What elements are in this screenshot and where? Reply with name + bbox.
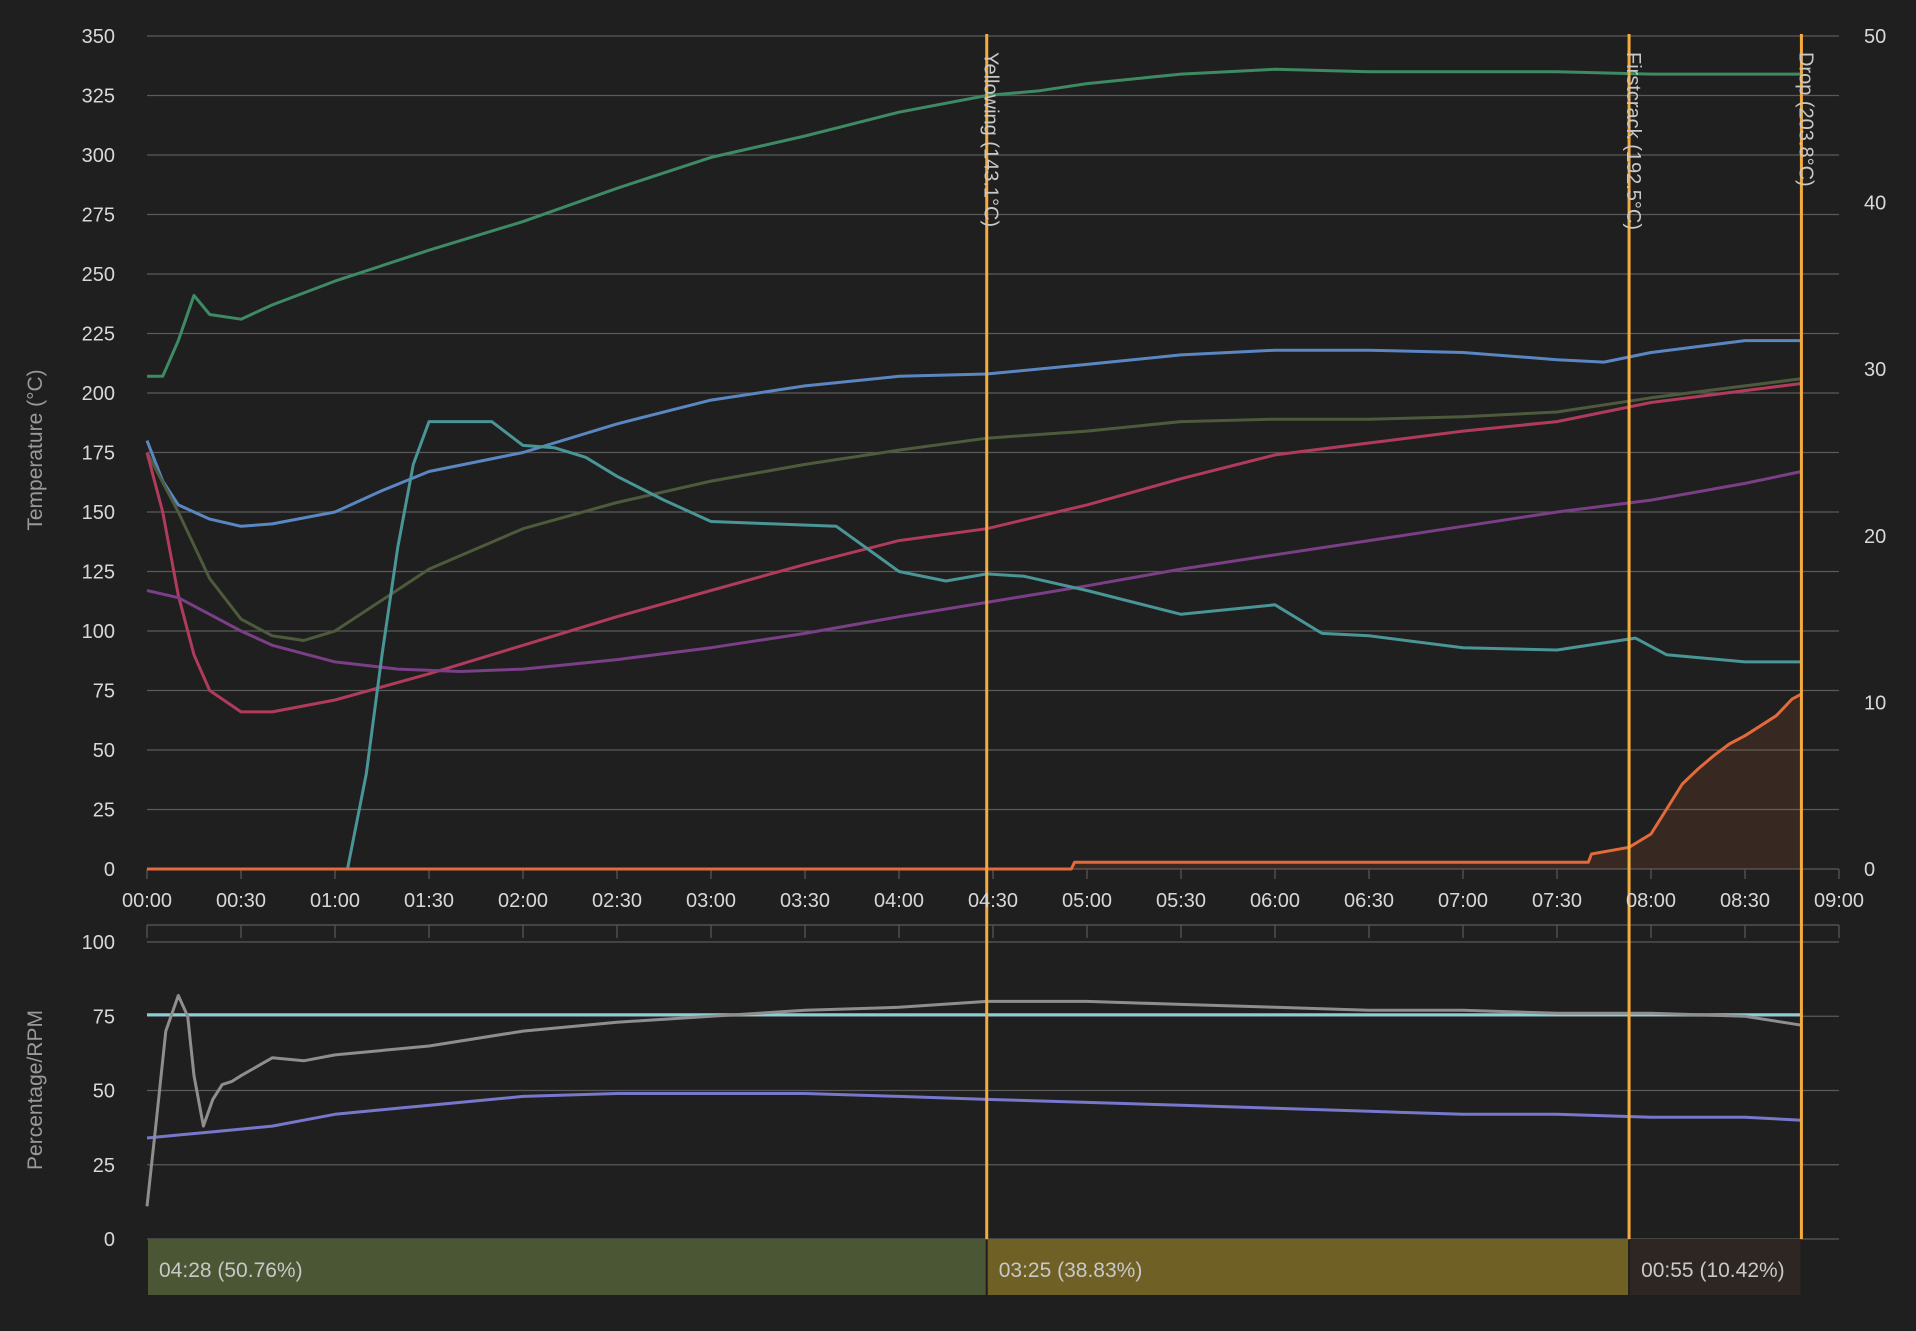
y2-tick-label: 20 bbox=[1864, 526, 1886, 548]
x-tick-label: 03:30 bbox=[780, 890, 830, 912]
series-line bbox=[147, 67, 1802, 378]
phase-segment bbox=[1630, 1239, 1801, 1295]
phase-segment bbox=[148, 1239, 986, 1295]
y-tick-label: 350 bbox=[82, 26, 115, 48]
y-tick-label: 75 bbox=[93, 1006, 115, 1028]
y2-tick-label: 50 bbox=[1864, 26, 1886, 48]
y2-tick-label: 40 bbox=[1864, 193, 1886, 215]
x-tick-label: 06:30 bbox=[1344, 890, 1394, 912]
temperature-axis-title: Temperature (°C) bbox=[24, 369, 47, 530]
phase-label: 00:55 (10.42%) bbox=[1641, 1259, 1785, 1282]
phase-label: 04:28 (50.76%) bbox=[159, 1259, 303, 1282]
event-label: Firstcrack (192.5°C) bbox=[1622, 52, 1644, 230]
event-label: Drop (203.8°C) bbox=[1794, 52, 1816, 187]
x-tick-label: 07:30 bbox=[1532, 890, 1582, 912]
y-tick-label: 50 bbox=[93, 1081, 115, 1103]
phase-bar: 04:28 (50.76%) 03:25 (38.83%) 00:55 (10.42… bbox=[148, 1239, 1801, 1295]
y-tick-label: 0 bbox=[104, 1229, 115, 1251]
y-tick-label: 325 bbox=[82, 86, 115, 108]
y-tick-label: 100 bbox=[82, 932, 115, 954]
y-tick-label: 25 bbox=[93, 1155, 115, 1177]
x-tick-label: 04:00 bbox=[874, 890, 924, 912]
y-tick-label: 25 bbox=[93, 800, 115, 822]
y-tick-label: 0 bbox=[104, 859, 115, 881]
series-line bbox=[346, 420, 1802, 870]
y-tick-label: 275 bbox=[82, 205, 115, 227]
x-tick-label: 01:00 bbox=[310, 890, 360, 912]
series-area bbox=[147, 694, 1802, 869]
y-tick-label: 250 bbox=[82, 264, 115, 286]
x-tick-label: 06:00 bbox=[1250, 890, 1300, 912]
axis-labels: 0255075100125150175200225250275300325350… bbox=[82, 26, 1887, 1251]
y-tick-label: 200 bbox=[82, 383, 115, 405]
y-tick-label: 175 bbox=[82, 443, 115, 465]
series-line bbox=[147, 692, 1803, 871]
y-tick-label: 75 bbox=[93, 681, 115, 703]
series-line bbox=[145, 339, 1802, 528]
x-tick-label: 08:00 bbox=[1626, 890, 1676, 912]
series-layer bbox=[145, 67, 1803, 1207]
phase-segment bbox=[987, 1239, 1629, 1295]
x-tick-label: 03:00 bbox=[686, 890, 736, 912]
x-tick-label: 04:30 bbox=[968, 890, 1018, 912]
x-tick-label: 02:30 bbox=[592, 890, 642, 912]
x-tick-label: 08:30 bbox=[1720, 890, 1770, 912]
y-tick-label: 100 bbox=[82, 621, 115, 643]
event-label: Yellowing (143.1°C) bbox=[980, 52, 1002, 227]
series-line bbox=[145, 382, 1802, 714]
y-tick-label: 150 bbox=[82, 502, 115, 524]
x-tick-label: 00:30 bbox=[216, 890, 266, 912]
x-tick-label: 00:00 bbox=[122, 890, 172, 912]
y-tick-label: 225 bbox=[82, 324, 115, 346]
x-tick-label: 05:00 bbox=[1062, 890, 1112, 912]
series-line bbox=[145, 377, 1802, 642]
y2-tick-label: 10 bbox=[1864, 692, 1886, 714]
series-line bbox=[146, 470, 1802, 673]
x-tick-label: 05:30 bbox=[1156, 890, 1206, 912]
series-line bbox=[146, 1092, 1802, 1140]
x-tick-label: 07:00 bbox=[1438, 890, 1488, 912]
phase-label: 03:25 (38.83%) bbox=[999, 1259, 1143, 1282]
series-line bbox=[145, 994, 1802, 1207]
y2-tick-label: 30 bbox=[1864, 359, 1886, 381]
y2-tick-label: 0 bbox=[1864, 859, 1875, 881]
x-tick-label: 02:00 bbox=[498, 890, 548, 912]
y-tick-label: 300 bbox=[82, 145, 115, 167]
y-tick-label: 50 bbox=[93, 740, 115, 762]
x-tick-label: 01:30 bbox=[404, 890, 454, 912]
event-markers: Yellowing (143.1°C) Firstcrack (192.5°C) D… bbox=[980, 34, 1816, 1239]
x-tick-label: 09:00 bbox=[1814, 890, 1864, 912]
percentage-axis-title: Percentage/RPM bbox=[24, 1010, 47, 1170]
y-tick-label: 125 bbox=[82, 562, 115, 584]
